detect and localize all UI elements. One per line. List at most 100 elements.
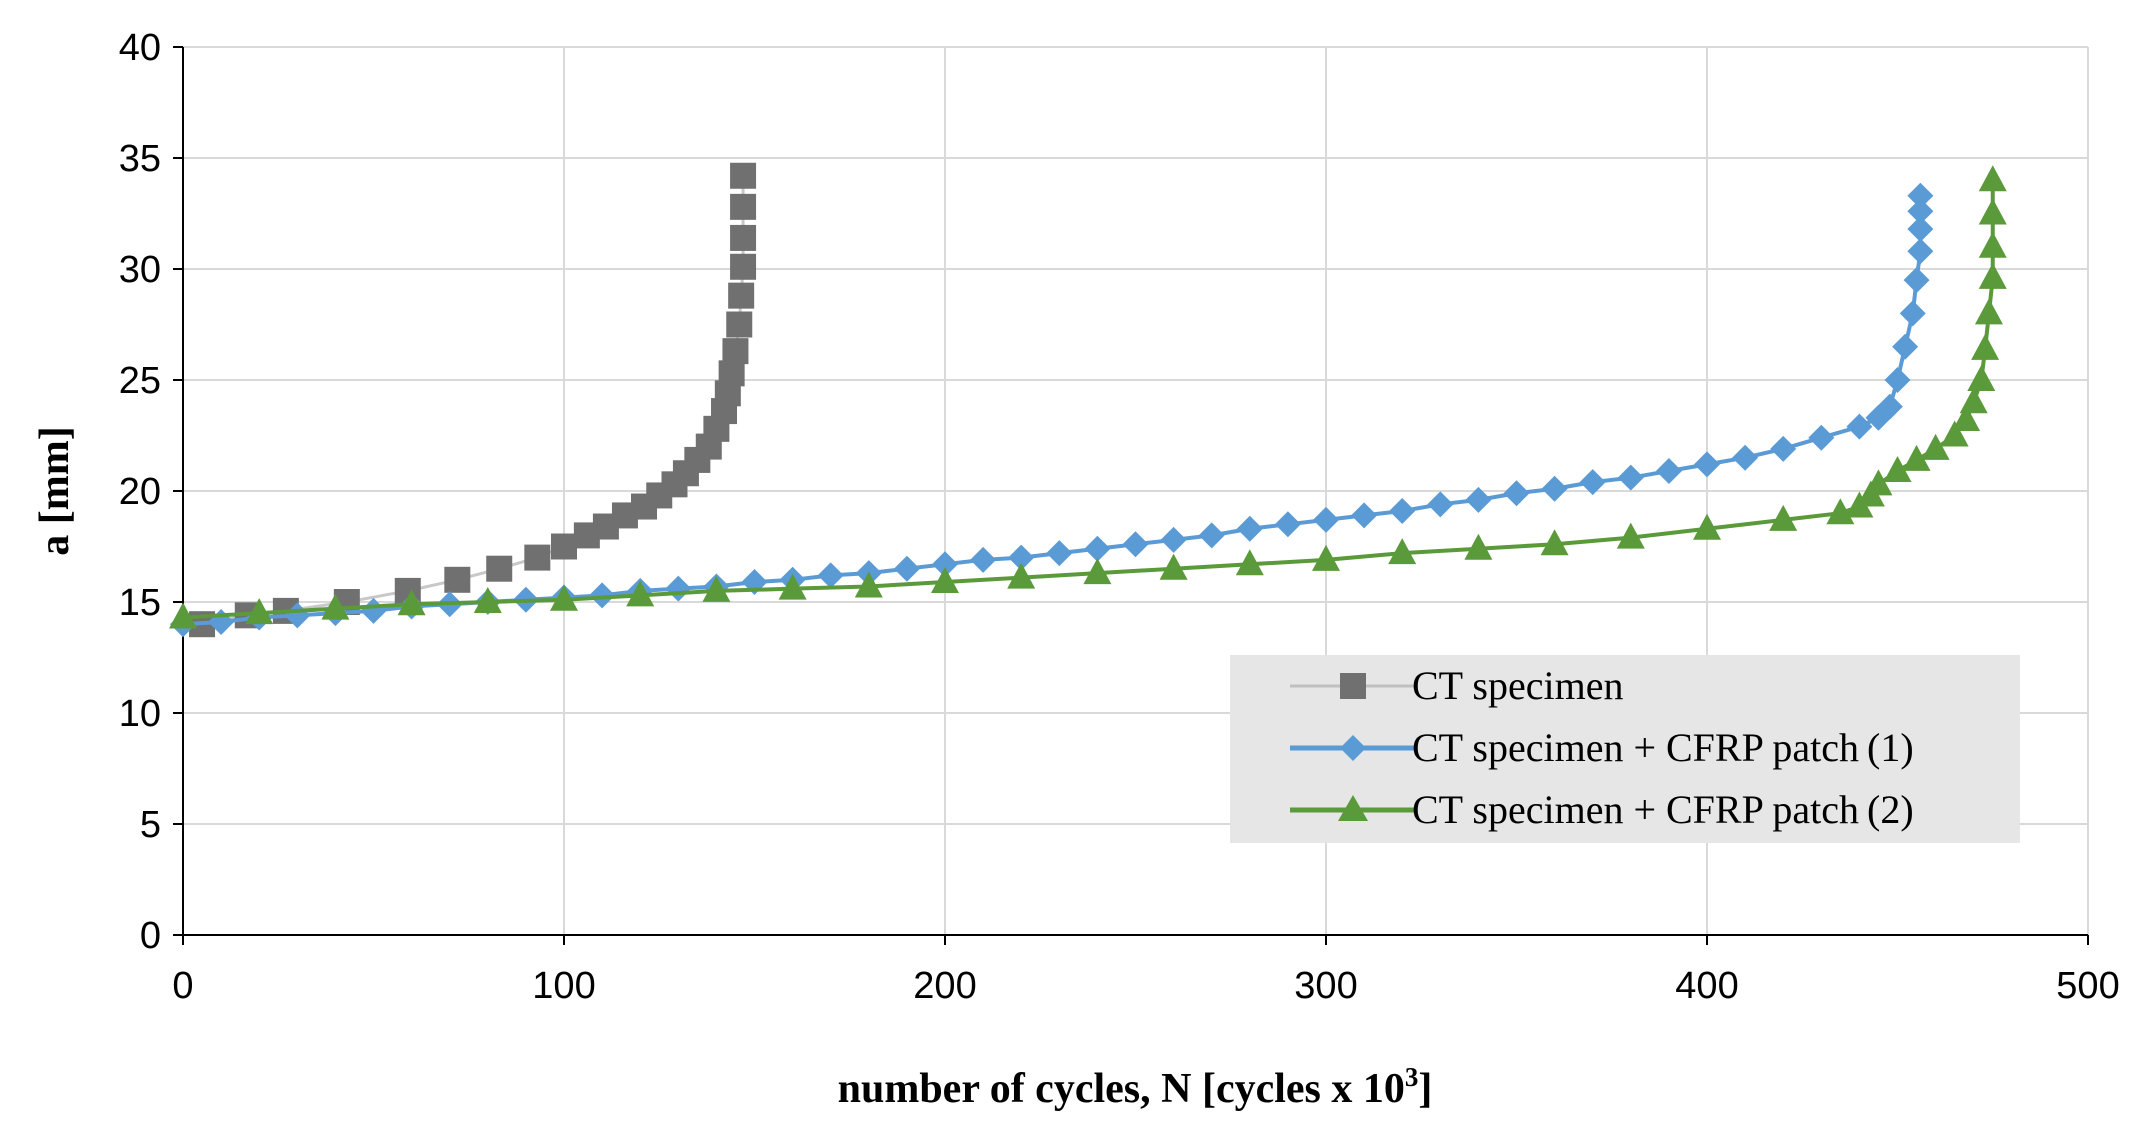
y-tick-label: 5 [140,804,161,846]
data-point-triangle [1693,513,1721,540]
data-point-diamond [1907,216,1934,243]
legend-label-cfrp-2-suffix: (2) [1867,787,1914,832]
y-tick-label: 15 [119,582,161,624]
legend-square-marker [1340,673,1366,699]
data-point-diamond [1876,393,1903,420]
data-point-square [730,162,757,189]
data-point-triangle [1388,538,1417,565]
data-point-diamond [1503,480,1530,507]
data-point-square [728,282,755,309]
data-point-diamond [1694,451,1720,478]
y-axis-title: a [mm] [32,426,78,555]
y-tick-labels: 0 5 10 15 20 25 30 35 40 [119,27,161,957]
data-point-triangle [1978,231,2007,258]
data-point-triangle [473,587,502,613]
data-point-triangle [321,593,350,620]
data-point-triangle [854,571,883,598]
data-point-triangle [550,584,578,611]
data-point-diamond [1465,486,1492,513]
data-point-diamond [1274,511,1301,538]
x-axis-title-main: number of cycles, N [cycles x 10 [838,1066,1405,1112]
series-triangle [169,165,2007,629]
data-point-triangle [1921,433,1950,460]
data-point-triangle [245,598,274,625]
legend-label-cfrp-1: CT specimen + CFRP patch (1) [1412,725,1914,770]
data-point-diamond [1770,435,1797,462]
data-point-diamond [1899,300,1926,327]
data-point-triangle [1312,544,1340,571]
y-tick-label: 35 [119,138,161,180]
legend-entry-cfrp-1: CT specimen + CFRP patch (1) [1290,725,1914,770]
y-tick-label: 40 [119,27,161,69]
data-point-triangle [702,575,731,602]
data-point-triangle [397,589,426,616]
data-point-triangle [1978,165,2007,192]
legend-triangle-marker [1338,795,1368,821]
data-point-square [730,224,757,251]
data-point-diamond [970,546,997,573]
data-point-triangle [1952,404,1981,431]
data-point-diamond [1617,464,1644,491]
data-point-diamond [1236,515,1263,542]
legend-label-cfrp-2: CT specimen + CFRP patch (2) [1412,787,1914,832]
data-point-square [718,360,745,387]
data-point-diamond [1313,506,1339,533]
data-point-triangle [1967,365,1996,391]
data-point-diamond [1884,367,1911,393]
data-point-diamond [932,551,958,578]
legend: CT specimen CT specimen + CFRP patch (1) … [1230,655,2020,843]
data-point-diamond [1907,182,1934,209]
legend-entry-ct-specimen: CT specimen [1290,663,1623,708]
data-point-triangle [1235,549,1264,576]
data-point-diamond [1892,333,1919,360]
legend-diamond-marker [1340,735,1366,761]
data-point-diamond [589,582,616,609]
x-tick-label: 500 [2056,965,2119,1007]
data-point-diamond [1008,544,1035,571]
data-point-triangle [931,567,959,594]
data-point-diamond [1808,424,1835,451]
data-point-triangle [1974,298,2003,325]
y-tick-label: 30 [119,249,161,291]
y-tick-label: 25 [119,360,161,402]
legend-label-cfrp-1-main: CT specimen + CFRP patch [1412,725,1859,770]
legend-entry-cfrp-2: CT specimen + CFRP patch (2) [1290,787,1914,832]
data-point-square [524,544,551,571]
y-tick-label: 10 [119,693,161,735]
data-point-triangle [1883,456,1912,483]
data-point-triangle [1940,420,1969,447]
data-point-diamond [1732,444,1759,471]
x-axis-title-end: ] [1418,1066,1432,1112]
series-layer [169,162,2007,638]
data-point-square [726,311,753,338]
data-point-diamond [1427,491,1454,518]
y-tick-label: 0 [140,915,161,957]
data-point-square [722,338,749,365]
data-point-triangle [778,573,807,600]
data-point-diamond [1907,198,1934,225]
data-point-diamond [1903,267,1930,294]
data-point-square [551,533,577,560]
x-tick-label: 300 [1294,965,1357,1007]
x-axis-title-superscript: 3 [1405,1062,1419,1092]
data-point-triangle [1826,498,1855,525]
data-point-diamond [1046,540,1073,567]
data-point-diamond [1351,502,1378,529]
data-point-triangle [626,580,655,607]
data-point-diamond [1907,238,1934,265]
legend-label-cfrp-2-main: CT specimen + CFRP patch [1412,787,1859,832]
data-point-triangle [1959,387,1988,414]
data-point-triangle [1902,444,1931,471]
data-point-diamond [1122,531,1149,558]
data-point-triangle [1464,533,1493,560]
data-point-triangle [1159,553,1188,580]
data-point-triangle [1978,198,2007,225]
y-tick-label: 20 [119,471,161,513]
data-point-diamond [1084,535,1111,562]
x-tick-label: 200 [913,965,976,1007]
x-axis-title: number of cycles, N [cycles x 103] [838,1062,1433,1112]
data-point-diamond [1389,497,1416,524]
x-tick-labels: 0 100 200 300 400 500 [172,965,2119,1007]
